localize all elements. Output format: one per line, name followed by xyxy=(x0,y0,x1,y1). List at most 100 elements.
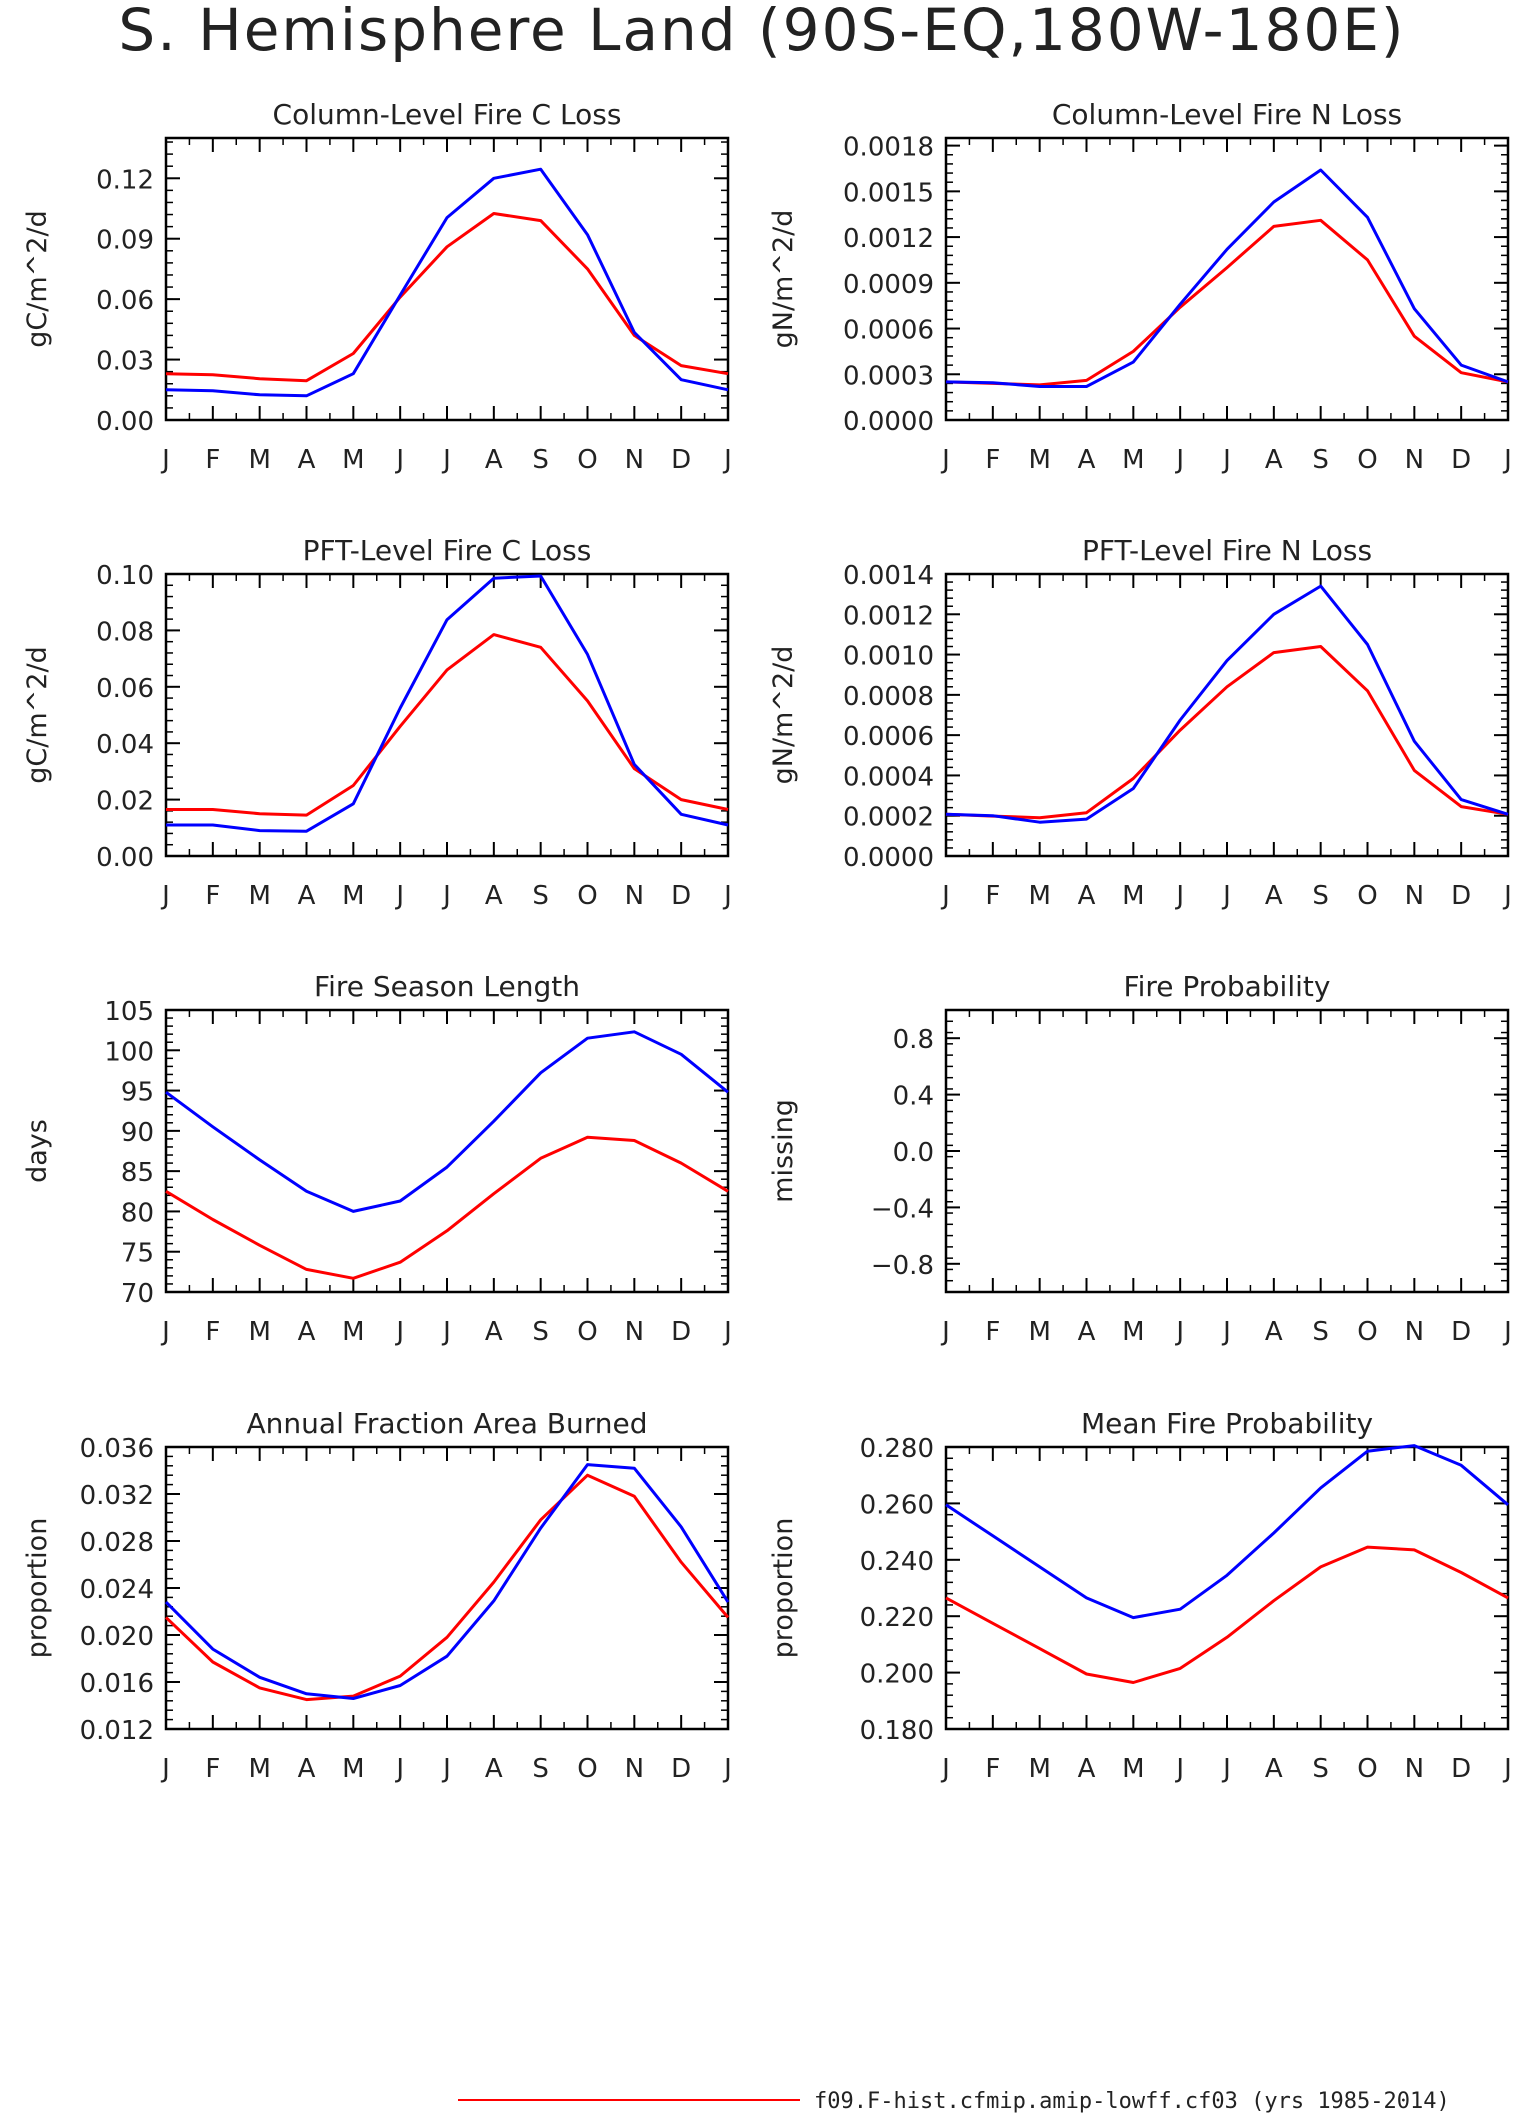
series-line-red xyxy=(945,1545,1509,1684)
x-tick-label: O xyxy=(577,445,597,475)
x-tick-label: F xyxy=(205,1317,220,1347)
y-tick-label: 75 xyxy=(121,1239,154,1269)
y-tick-label: 0.02 xyxy=(96,787,154,817)
x-tick-label: J xyxy=(394,445,404,475)
plot-frame xyxy=(944,136,1510,422)
y-tick-label: 0.06 xyxy=(96,286,154,316)
y-tick-label: 0.0006 xyxy=(843,316,934,346)
y-axis-label: proportion xyxy=(22,1518,53,1659)
x-tick-label: M xyxy=(1028,881,1050,911)
y-axis-label: gN/m^2/d xyxy=(768,646,799,785)
x-tick-label: J xyxy=(1221,445,1231,475)
x-tick-label: D xyxy=(1451,881,1471,911)
x-tick-label: N xyxy=(625,881,644,911)
figure-title: S. Hemisphere Land (90S-EQ,180W-180E) xyxy=(118,0,1405,64)
x-tick-label: A xyxy=(1078,1754,1096,1784)
series-line-blue xyxy=(166,574,729,833)
x-tick-label: J xyxy=(394,881,404,911)
y-tick-label: 0.180 xyxy=(860,1716,934,1746)
y-tick-label: 0.0014 xyxy=(843,561,934,591)
series-line-blue xyxy=(164,1463,730,1700)
x-tick-label: M xyxy=(248,1754,270,1784)
x-tick-label: S xyxy=(532,881,549,911)
plot-frame xyxy=(944,572,1510,858)
x-tick-label: A xyxy=(298,1317,316,1347)
x-tick-label: D xyxy=(1451,445,1471,475)
x-tick-label: S xyxy=(1312,1317,1329,1347)
panel-title: PFT-Level Fire N Loss xyxy=(1082,534,1372,567)
y-tick-label: 0.06 xyxy=(96,674,154,704)
y-tick-label: 0.0012 xyxy=(843,224,934,254)
x-tick-label: J xyxy=(940,881,950,911)
x-tick-label: J xyxy=(722,1754,732,1784)
panel-title: Annual Fraction Area Burned xyxy=(247,1407,648,1440)
x-tick-label: A xyxy=(1078,1317,1096,1347)
x-tick-label: M xyxy=(248,1317,270,1347)
x-tick-label: F xyxy=(985,881,1000,911)
y-tick-label: 105 xyxy=(104,997,154,1027)
plot-frame xyxy=(944,1008,1510,1294)
y-tick-label: 0.0000 xyxy=(843,407,934,437)
series-line-red xyxy=(166,633,729,817)
plot-frame xyxy=(164,1445,730,1731)
y-tick-label: 0.020 xyxy=(80,1622,154,1652)
series-line-red xyxy=(945,645,1509,820)
x-tick-label: J xyxy=(722,1317,732,1347)
x-tick-label: F xyxy=(205,445,220,475)
x-tick-label: M xyxy=(342,881,364,911)
y-tick-label: 0.08 xyxy=(96,617,154,647)
series-line-blue xyxy=(165,167,729,398)
x-tick-label: J xyxy=(1174,1317,1184,1347)
x-tick-label: A xyxy=(485,1754,503,1784)
legend-label: f09.F-hist.cfmip.amip-lowff.cf03 (yrs 19… xyxy=(814,2089,1450,2114)
x-tick-label: S xyxy=(532,1317,549,1347)
y-tick-label: 0.0009 xyxy=(843,270,934,300)
y-tick-label: 0.00 xyxy=(96,843,154,873)
y-tick-label: 0.09 xyxy=(96,226,154,256)
y-tick-label: 0.0004 xyxy=(843,762,934,792)
y-tick-label: 0.03 xyxy=(96,347,154,377)
x-tick-label: A xyxy=(485,881,503,911)
x-tick-label: J xyxy=(441,881,451,911)
y-tick-label: 0.0008 xyxy=(843,682,934,712)
series-line-blue xyxy=(165,1030,729,1213)
x-tick-label: A xyxy=(298,881,316,911)
y-axis-label: gC/m^2/d xyxy=(22,210,53,347)
y-tick-label: 95 xyxy=(121,1078,154,1108)
x-tick-label: M xyxy=(1028,1754,1050,1784)
y-tick-label: 0.0015 xyxy=(843,178,934,208)
y-tick-label: 0.04 xyxy=(96,730,154,760)
series-line-red xyxy=(945,218,1509,387)
x-tick-label: M xyxy=(248,445,270,475)
plot-frame xyxy=(164,1008,730,1294)
x-tick-label: J xyxy=(940,1317,950,1347)
y-tick-label: 0.036 xyxy=(80,1434,154,1464)
y-tick-label: 0.0003 xyxy=(843,361,934,391)
series-line-blue xyxy=(945,1444,1509,1620)
y-tick-label: 0.0 xyxy=(893,1138,934,1168)
x-tick-label: N xyxy=(625,1754,644,1784)
x-tick-label: M xyxy=(1122,881,1144,911)
y-tick-label: 0.024 xyxy=(80,1575,154,1605)
panel-title: Fire Probability xyxy=(1124,970,1331,1003)
x-tick-label: N xyxy=(625,445,644,475)
y-tick-label: 0.0006 xyxy=(843,722,934,752)
series-line-blue xyxy=(945,584,1509,824)
y-axis-label: proportion xyxy=(768,1518,799,1659)
x-tick-label: A xyxy=(1265,1754,1283,1784)
x-tick-label: J xyxy=(160,1754,170,1784)
x-tick-label: J xyxy=(441,1754,451,1784)
y-tick-label: 90 xyxy=(121,1118,154,1148)
x-tick-label: O xyxy=(577,881,597,911)
x-tick-label: J xyxy=(1221,1754,1231,1784)
panel-title: Column-Level Fire C Loss xyxy=(273,98,622,131)
x-tick-label: N xyxy=(1405,445,1424,475)
x-tick-label: S xyxy=(1312,445,1329,475)
x-tick-label: M xyxy=(1122,445,1144,475)
x-tick-label: S xyxy=(1312,881,1329,911)
y-tick-label: 0.8 xyxy=(893,1025,934,1055)
x-tick-label: J xyxy=(722,445,732,475)
